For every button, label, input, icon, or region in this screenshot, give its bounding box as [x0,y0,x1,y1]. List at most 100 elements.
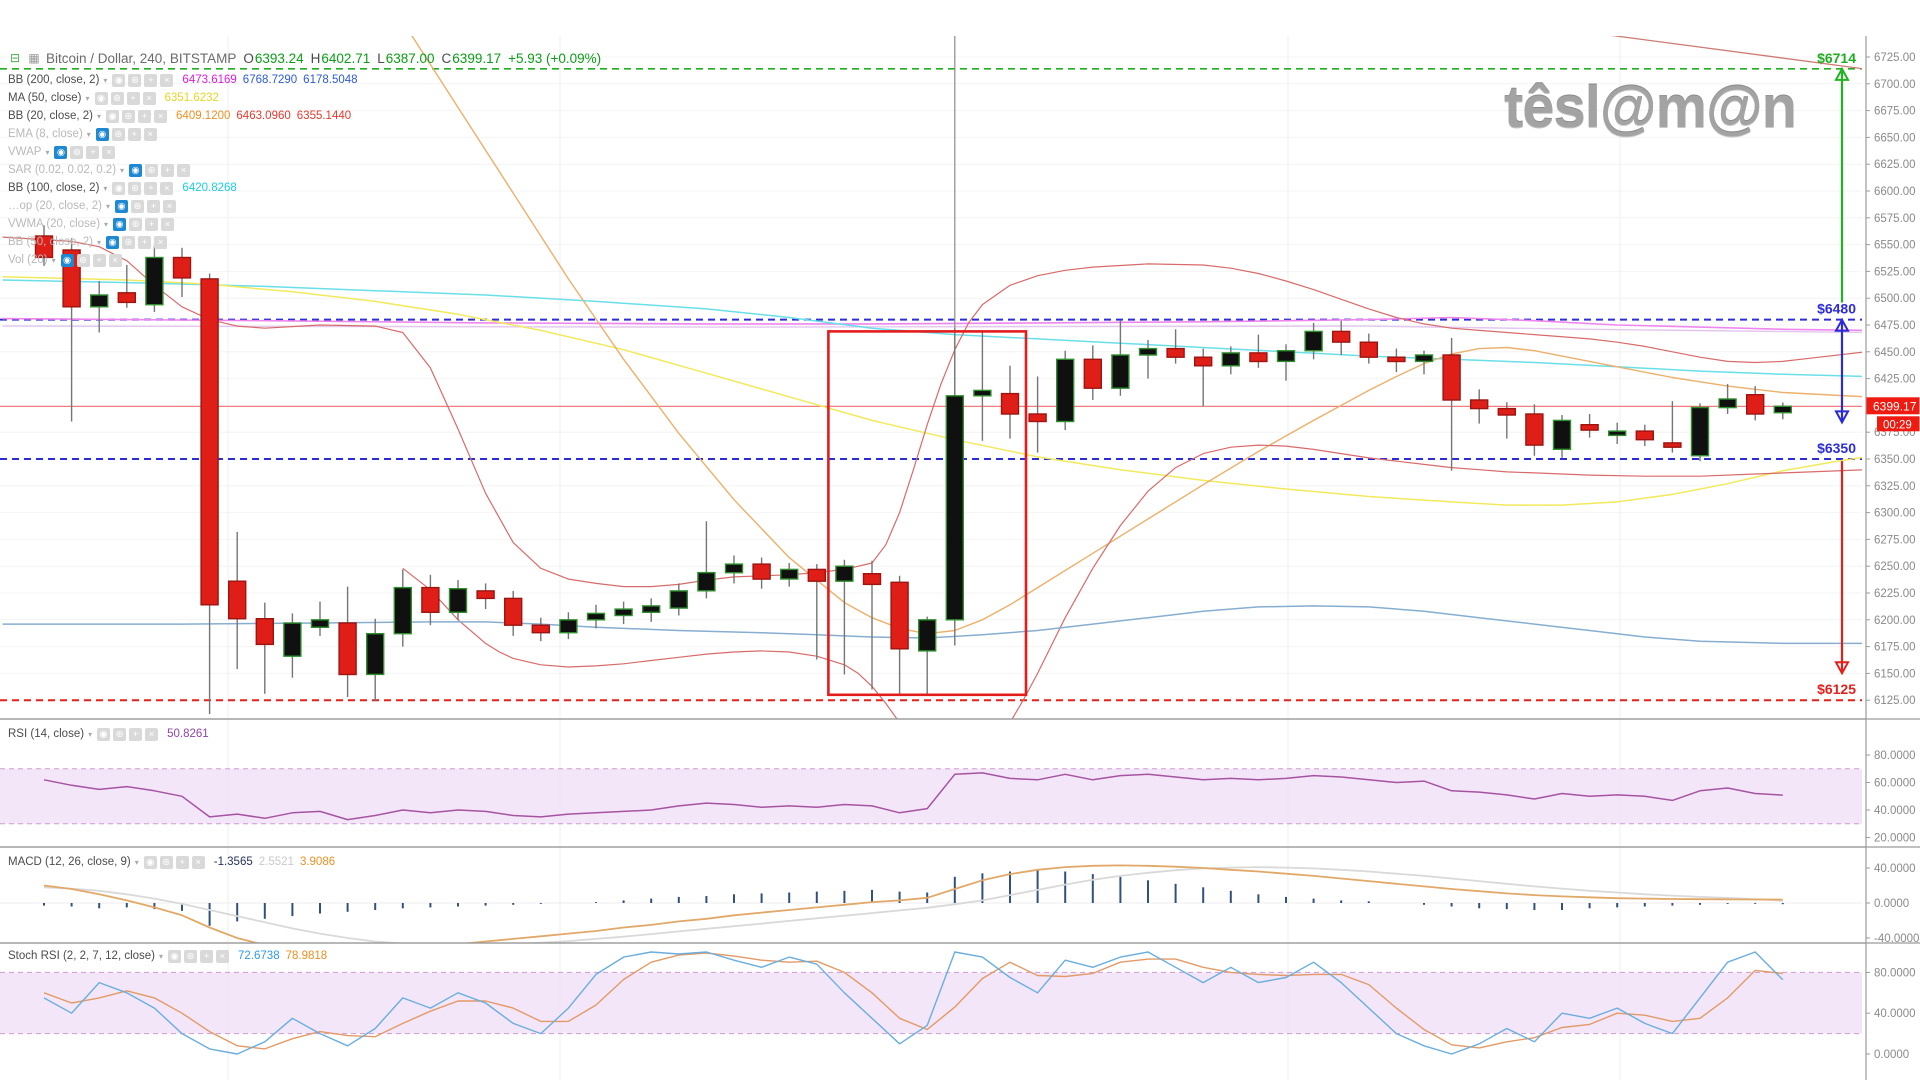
close-icon[interactable]: × [161,217,175,231]
indicator-row[interactable]: VWMA (20, close) ▾ ◉ ⊛ + × [8,215,358,233]
gear-icon[interactable]: ⊛ [113,727,127,741]
close-icon[interactable]: × [154,235,168,249]
eye-icon[interactable]: ◉ [94,91,108,105]
symbol-title[interactable]: Bitcoin / Dollar, 240, BITSTAMP [46,50,237,66]
gear-icon[interactable]: ⊛ [145,163,159,177]
indicator-row[interactable]: Vol (20) ▾ ◉ ⊛ + × [8,251,358,269]
plus-icon[interactable]: + [144,181,158,195]
collapse-icon[interactable]: ⊟ [9,51,21,65]
indicator-row[interactable]: BB (100, close, 2) ▾ ◉ ⊛ + × 6420.8268 [8,179,358,197]
close-icon[interactable]: × [160,73,174,87]
chevron-down-icon[interactable]: ▾ [86,129,91,139]
indicator-label[interactable]: BB (100, close, 2) [8,182,100,194]
plus-icon[interactable]: + [144,73,158,87]
indicator-row[interactable]: RSI (14, close) ▾ ◉ ⊛ + × 50.8261 [8,725,209,743]
plus-icon[interactable]: + [146,199,160,213]
plus-icon[interactable]: + [86,145,100,159]
gear-icon[interactable]: ⊛ [129,217,143,231]
chevron-down-icon[interactable]: ▾ [134,857,139,867]
gear-icon[interactable]: ⊛ [130,199,144,213]
eye-icon[interactable]: ◉ [106,109,120,123]
chevron-down-icon[interactable]: ▾ [103,75,108,85]
eye-icon[interactable]: ◉ [143,855,157,869]
chart-style-icon[interactable]: ▦ [28,51,40,65]
chevron-down-icon[interactable]: ▾ [120,165,125,175]
close-icon[interactable]: × [216,949,230,963]
chevron-down-icon[interactable]: ▾ [97,237,102,247]
chevron-down-icon[interactable]: ▾ [51,255,56,265]
close-icon[interactable]: × [191,855,205,869]
indicator-label[interactable]: BB (200, close, 2) [8,74,100,86]
plus-icon[interactable]: + [175,855,189,869]
close-icon[interactable]: × [160,181,174,195]
indicator-row[interactable]: VWAP ▾ ◉ ⊛ + × [8,143,358,161]
eye-icon[interactable]: ◉ [106,235,120,249]
eye-icon[interactable]: ◉ [112,73,126,87]
indicator-row[interactable]: EMA (8, close) ▾ ◉ ⊛ + × [8,125,358,143]
gear-icon[interactable]: ⊛ [184,949,198,963]
close-icon[interactable]: × [162,199,176,213]
indicator-label[interactable]: EMA (8, close) [8,128,83,140]
gear-icon[interactable]: ⊛ [76,253,90,267]
eye-icon[interactable]: ◉ [97,727,111,741]
close-icon[interactable]: × [145,727,159,741]
indicator-row[interactable]: MA (50, close) ▾ ◉ ⊛ + × 6351.6232 [8,89,358,107]
indicator-label[interactable]: RSI (14, close) [8,728,85,740]
indicator-row[interactable]: BB (50, close, 2) ▾ ◉ ⊛ + × [8,233,358,251]
plus-icon[interactable]: + [127,127,141,141]
chevron-down-icon[interactable]: ▾ [105,201,110,211]
eye-icon[interactable]: ◉ [112,181,126,195]
plus-icon[interactable]: + [138,235,152,249]
eye-icon[interactable]: ◉ [54,145,68,159]
indicator-label[interactable]: Stoch RSI (2, 2, 7, 12, close) [8,950,156,962]
close-icon[interactable]: × [143,127,157,141]
plus-icon[interactable]: + [145,217,159,231]
indicator-label[interactable]: BB (20, close, 2) [8,110,94,122]
indicator-label[interactable]: SAR (0.02, 0.02, 0.2) [8,164,117,176]
eye-icon[interactable]: ◉ [113,217,127,231]
indicator-label[interactable]: Vol (20) [8,254,48,266]
chevron-down-icon[interactable]: ▾ [45,147,50,157]
gear-icon[interactable]: ⊛ [110,91,124,105]
indicator-label[interactable]: MA (50, close) [8,92,82,104]
indicator-label[interactable]: BB (50, close, 2) [8,236,94,248]
plus-icon[interactable]: + [138,109,152,123]
gear-icon[interactable]: ⊛ [122,109,136,123]
gear-icon[interactable]: ⊛ [159,855,173,869]
chevron-down-icon[interactable]: ▾ [88,729,93,739]
eye-icon[interactable]: ◉ [60,253,74,267]
gear-icon[interactable]: ⊛ [122,235,136,249]
indicator-row[interactable]: BB (20, close, 2) ▾ ◉ ⊛ + × 6409.1200 6463.0960… [8,107,358,125]
indicator-label[interactable]: VWAP [8,146,42,158]
indicator-label[interactable]: VWMA (20, close) [8,218,101,230]
plus-icon[interactable]: + [126,91,140,105]
close-icon[interactable]: × [142,91,156,105]
eye-icon[interactable]: ◉ [114,199,128,213]
close-icon[interactable]: × [102,145,116,159]
indicator-label[interactable]: MACD (12, 26, close, 9) [8,856,131,868]
indicator-label[interactable]: …op (20, close, 2) [8,200,102,212]
plus-icon[interactable]: + [161,163,175,177]
plus-icon[interactable]: + [200,949,214,963]
plus-icon[interactable]: + [129,727,143,741]
chevron-down-icon[interactable]: ▾ [159,951,164,961]
indicator-row[interactable]: MACD (12, 26, close, 9) ▾ ◉ ⊛ + × -1.3565 2.552… [8,853,335,871]
chevron-down-icon[interactable]: ▾ [104,219,109,229]
close-icon[interactable]: × [177,163,191,177]
gear-icon[interactable]: ⊛ [70,145,84,159]
close-icon[interactable]: × [108,253,122,267]
chevron-down-icon[interactable]: ▾ [85,93,90,103]
plus-icon[interactable]: + [92,253,106,267]
indicator-row[interactable]: SAR (0.02, 0.02, 0.2) ▾ ◉ ⊛ + × [8,161,358,179]
indicator-row[interactable]: …op (20, close, 2) ▾ ◉ ⊛ + × [8,197,358,215]
eye-icon[interactable]: ◉ [129,163,143,177]
gear-icon[interactable]: ⊛ [128,73,142,87]
gear-icon[interactable]: ⊛ [128,181,142,195]
chevron-down-icon[interactable]: ▾ [103,183,108,193]
indicator-row[interactable]: Stoch RSI (2, 2, 7, 12, close) ▾ ◉ ⊛ + × 72.67… [8,947,327,965]
indicator-row[interactable]: BB (200, close, 2) ▾ ◉ ⊛ + × 6473.6169 6768.729… [8,71,358,89]
highlight-box[interactable] [827,330,1028,697]
gear-icon[interactable]: ⊛ [111,127,125,141]
eye-icon[interactable]: ◉ [168,949,182,963]
